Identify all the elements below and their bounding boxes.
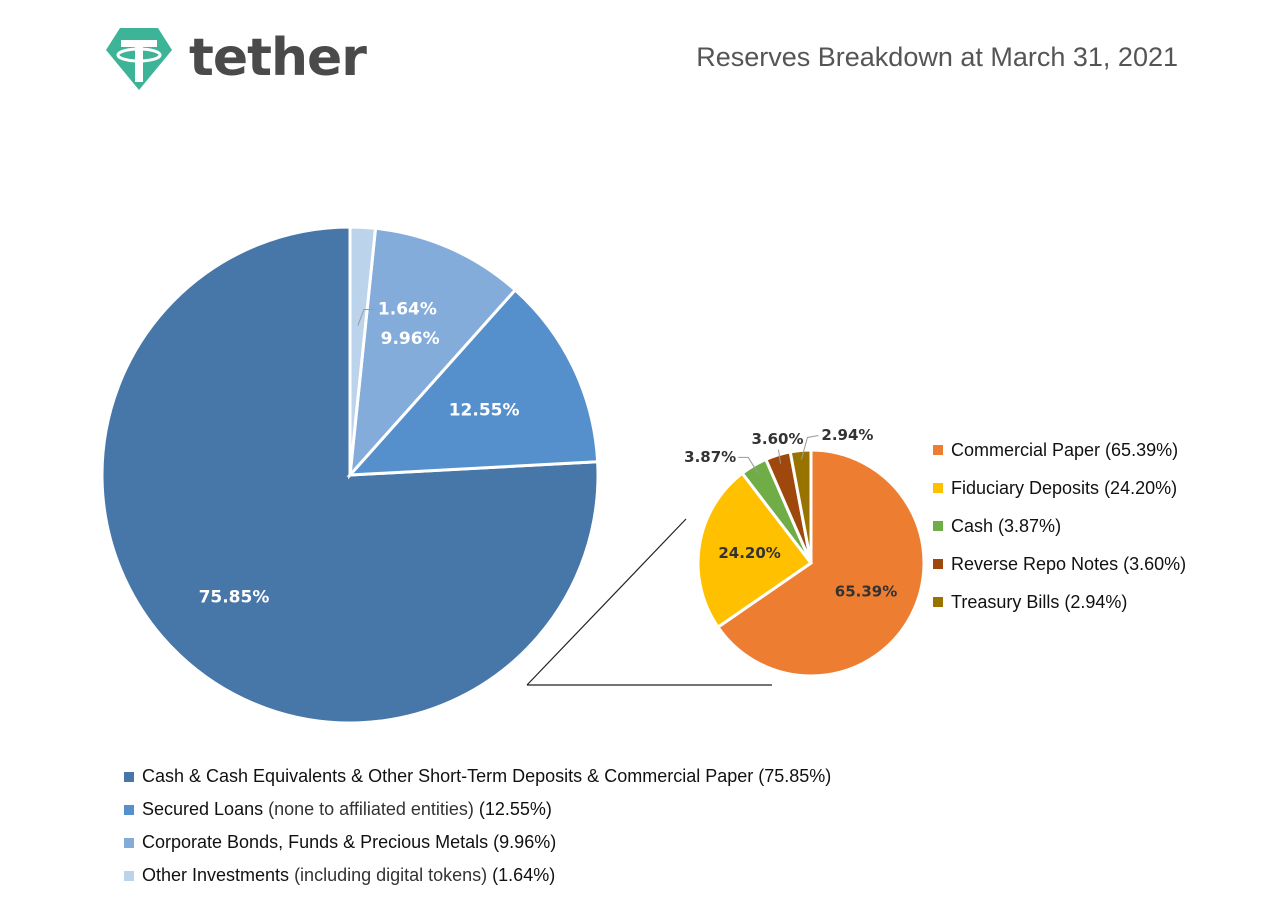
main-pie-label-2: 9.96% — [381, 329, 440, 349]
sub-pie — [696, 448, 926, 678]
main-pie — [100, 225, 600, 725]
main-pie-legend-note-3: (including digital tokens) — [289, 865, 488, 885]
tether-logo: tether — [104, 26, 374, 92]
sub-pie-legend-item-0: Commercial Paper (65.39%) — [933, 431, 1186, 469]
sub-pie-legend-label-2: Cash — [951, 515, 994, 536]
sub-pie-label-3: 3.60% — [751, 430, 803, 448]
sub-pie-legend-value-3: (3.60%) — [1118, 553, 1187, 574]
sub-pie-label-4: 2.94% — [821, 426, 873, 444]
main-pie-legend: Cash & Cash Equivalents & Other Short-Te… — [124, 760, 831, 892]
sub-pie-legend-item-3: Reverse Repo Notes (3.60%) — [933, 545, 1186, 583]
sub-pie-legend-item-4: Treasury Bills (2.94%) — [933, 583, 1186, 621]
main-pie-slice-2 — [348, 226, 518, 480]
sub-pie-legend-swatch-2 — [933, 521, 943, 531]
main-pie-legend-item-2: Corporate Bonds, Funds & Precious Metals… — [124, 826, 831, 859]
sub-pie-leader-4 — [800, 434, 819, 460]
main-pie-legend-value-0: (75.85%) — [753, 766, 832, 786]
main-pie-legend-value-1: (12.55%) — [473, 799, 552, 819]
main-pie-legend-item-0: Cash & Cash Equivalents & Other Short-Te… — [124, 760, 831, 793]
sub-pie-legend-label-4: Treasury Bills — [951, 591, 1060, 612]
sub-pie-leader-3 — [777, 449, 781, 464]
sub-pie-leader-2 — [738, 456, 759, 474]
main-pie-label-1: 12.55% — [449, 401, 520, 421]
pie-connector-lines — [526, 518, 772, 686]
sub-pie-legend-swatch-3 — [933, 559, 943, 569]
sub-pie-label-0: 65.39% — [835, 582, 897, 600]
main-pie-legend-label-0: Cash & Cash Equivalents & Other Short-Te… — [142, 766, 754, 786]
main-pie-label-0: 75.85% — [199, 587, 270, 607]
sub-pie-legend-label-3: Reverse Repo Notes — [951, 553, 1119, 574]
sub-pie-slice-1 — [696, 471, 814, 630]
sub-pie-legend-value-1: (24.20%) — [1099, 477, 1178, 498]
main-pie-legend-swatch-1 — [124, 804, 134, 815]
sub-pie-legend-item-1: Fiduciary Deposits (24.20%) — [933, 469, 1186, 507]
sub-pie-legend-value-4: (2.94%) — [1059, 591, 1128, 612]
main-pie-legend-label-1: Secured Loans — [142, 799, 264, 819]
main-pie-legend-item-1: Secured Loans (none to affiliated entiti… — [124, 793, 831, 826]
sub-pie-legend-item-2: Cash (3.87%) — [933, 507, 1186, 545]
sub-pie-legend: Commercial Paper (65.39%) Fiduciary Depos… — [933, 431, 1186, 621]
main-pie-legend-label-3: Other Investments — [142, 865, 290, 885]
main-pie-legend-label-2: Corporate Bonds, Funds & Precious Metals — [142, 832, 489, 852]
sub-pie-legend-label-0: Commercial Paper — [951, 439, 1101, 460]
tether-logo-icon — [106, 28, 172, 90]
main-pie-legend-note-1: (none to affiliated entities) — [263, 799, 474, 819]
sub-pie-legend-value-2: (3.87%) — [993, 515, 1062, 536]
sub-pie-legend-swatch-4 — [933, 597, 943, 607]
main-pie-label-3: 1.64% — [378, 299, 437, 319]
main-pie-legend-value-3: (1.64%) — [487, 865, 556, 885]
sub-pie-slice-4 — [788, 448, 813, 564]
main-pie-legend-swatch-0 — [124, 771, 134, 782]
main-pie-legend-swatch-3 — [124, 870, 134, 881]
main-pie-legend-value-2: (9.96%) — [488, 832, 557, 852]
data-labels: 75.85% 12.55% 9.96% 1.64% 65.39% 24.20% 3.87% 3… — [199, 299, 898, 607]
brand-name: tether — [189, 28, 367, 88]
sub-pie-legend-value-0: (65.39%) — [1100, 439, 1179, 460]
sub-pie-slice-0 — [715, 448, 926, 678]
main-pie-legend-item-3: Other Investments (including digital tok… — [124, 859, 831, 892]
sub-pie-label-2: 3.87% — [684, 448, 736, 466]
sub-pie-legend-label-1: Fiduciary Deposits — [951, 477, 1100, 498]
main-pie-slice-3 — [348, 225, 378, 476]
sub-pie-label-1: 24.20% — [718, 544, 780, 562]
sub-pie-legend-swatch-0 — [933, 445, 943, 455]
main-pie-slice-1 — [346, 287, 600, 477]
connector-line-top — [526, 518, 687, 686]
sub-pie-legend-swatch-1 — [933, 483, 943, 493]
report-title: Reserves Breakdown at March 31, 2021 — [696, 42, 1178, 72]
main-pie-legend-swatch-2 — [124, 837, 134, 848]
main-pie-leader-3 — [357, 308, 374, 326]
